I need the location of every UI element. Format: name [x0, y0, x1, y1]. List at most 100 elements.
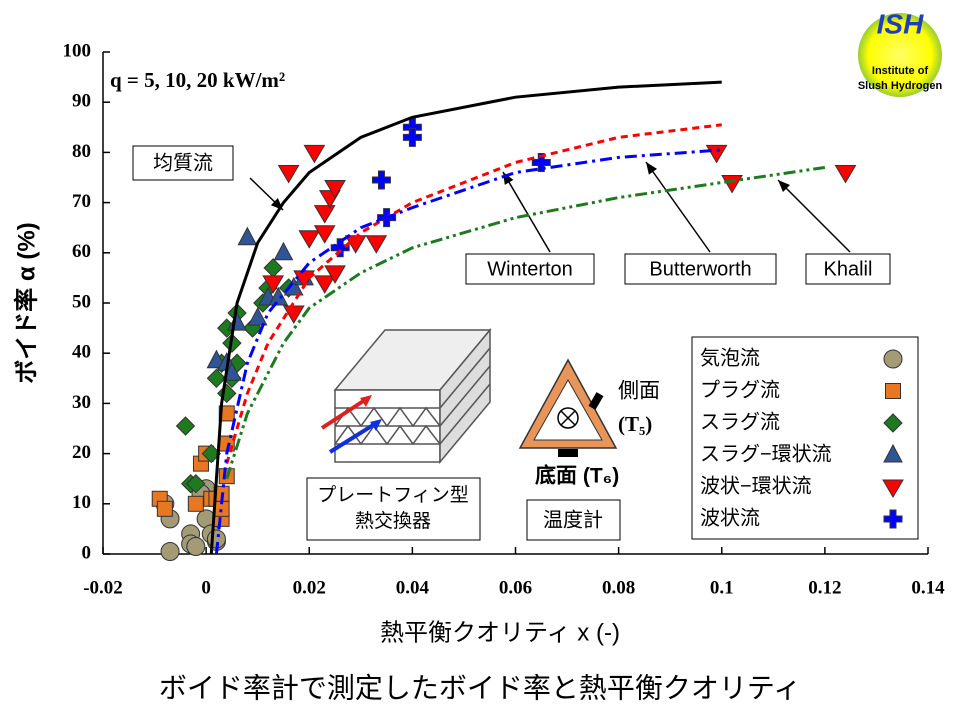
arrow-head — [778, 180, 791, 193]
marker — [721, 175, 743, 194]
label-box — [306, 477, 481, 541]
marker — [298, 230, 321, 249]
logo-circle — [858, 13, 942, 97]
sensor — [588, 392, 604, 410]
inset-label: 熱交換器 — [355, 510, 431, 532]
logo-text: Slush Hydrogen — [858, 80, 943, 92]
curve-label: Khalil — [824, 258, 873, 280]
x-tick-label: 0.1 — [710, 577, 734, 598]
arrow-head — [270, 198, 283, 210]
arrow-head — [360, 395, 372, 407]
annotation-arrow — [502, 171, 551, 253]
marker — [883, 443, 903, 463]
curve — [225, 165, 826, 480]
marker — [268, 286, 289, 306]
marker — [882, 479, 904, 498]
curve — [214, 148, 722, 555]
marker — [330, 238, 350, 258]
curve-label: Butterworth — [649, 258, 751, 280]
y-tick-label: 80 — [72, 141, 91, 162]
annotation-arrow — [777, 179, 851, 253]
marker — [883, 413, 903, 433]
annotation-box — [132, 145, 234, 181]
x-tick-label: 0 — [201, 577, 211, 598]
x-tick-label: 0.12 — [808, 577, 841, 598]
marker — [247, 306, 268, 326]
logo-text: Institute of — [872, 65, 929, 77]
annotation-box — [465, 253, 595, 285]
condition-annotation: q = 5, 10, 20 kW/m² — [110, 68, 285, 92]
curve-label: Winterton — [487, 258, 573, 280]
marker — [402, 127, 422, 147]
x-tick-label: -0.02 — [83, 577, 123, 598]
marker — [885, 383, 901, 399]
marker — [262, 275, 285, 294]
annotation-arrow — [645, 161, 711, 253]
inset-label: 側面 — [618, 380, 660, 403]
marker — [883, 509, 903, 529]
sensor-sketch — [560, 410, 576, 426]
flow-arrow — [328, 420, 380, 454]
marker — [237, 226, 258, 246]
inset-label: プレートフィン型 — [317, 484, 469, 506]
y-tick-label: 0 — [82, 542, 92, 563]
y-tick-label: 50 — [72, 291, 91, 312]
legend-label: 波状−環状流 — [700, 474, 812, 497]
legend-box — [691, 336, 919, 540]
marker — [277, 164, 300, 184]
y-axis-label: ボイド率 α (%) — [12, 222, 40, 383]
x-tick-label: 0.06 — [499, 577, 532, 598]
annotation-box — [624, 253, 777, 285]
marker — [160, 541, 180, 561]
inset-label: 温度計 — [543, 508, 603, 531]
marker — [313, 275, 336, 294]
y-tick-label: 10 — [72, 492, 91, 513]
marker — [303, 144, 326, 164]
marker — [282, 305, 305, 325]
marker — [175, 416, 196, 436]
legend-label: スラグ−環状流 — [700, 442, 832, 465]
annotation-box — [805, 253, 891, 285]
arrow-head — [646, 162, 658, 175]
marker — [206, 368, 227, 389]
legend-label: プラグ流 — [700, 378, 780, 401]
sensor — [558, 449, 578, 457]
label-box — [526, 499, 621, 541]
x-axis-label: 熱平衡クオリティ x (-) — [380, 619, 620, 646]
flow-arrow — [320, 396, 370, 430]
marker — [365, 235, 388, 254]
x-tick-label: 0.08 — [602, 577, 635, 598]
y-tick-label: 70 — [72, 191, 91, 212]
marker — [186, 536, 206, 556]
legend-label: スラグ流 — [700, 410, 780, 433]
y-tick-label: 40 — [72, 342, 91, 363]
logo-title: ISH — [877, 8, 924, 39]
marker — [273, 241, 294, 261]
x-tick-label: 0.02 — [293, 577, 326, 598]
marker — [371, 170, 391, 190]
marker — [883, 349, 903, 369]
inset-label: (T₅) — [618, 412, 652, 436]
marker — [313, 205, 336, 224]
marker — [324, 180, 346, 199]
legend-label: 気泡流 — [700, 346, 760, 369]
curve-label: 均質流 — [153, 151, 213, 174]
marker — [834, 164, 857, 184]
y-tick-label: 100 — [63, 40, 92, 61]
legend-label: 波状流 — [700, 506, 760, 529]
marker — [705, 144, 728, 164]
y-tick-label: 30 — [72, 392, 91, 413]
marker — [187, 495, 204, 512]
exchanger-sketch — [333, 327, 492, 465]
y-tick-label: 20 — [72, 442, 91, 463]
marker — [156, 500, 173, 517]
y-tick-label: 60 — [72, 241, 91, 262]
marker — [218, 405, 235, 422]
caption: ボイド率計で測定したボイド率と熱平衡クオリティ — [159, 672, 801, 703]
inset-label: 底面 (T₆) — [535, 464, 619, 488]
marker — [313, 225, 336, 244]
marker — [186, 474, 206, 494]
x-tick-label: 0.04 — [396, 577, 430, 598]
curve — [209, 80, 722, 555]
